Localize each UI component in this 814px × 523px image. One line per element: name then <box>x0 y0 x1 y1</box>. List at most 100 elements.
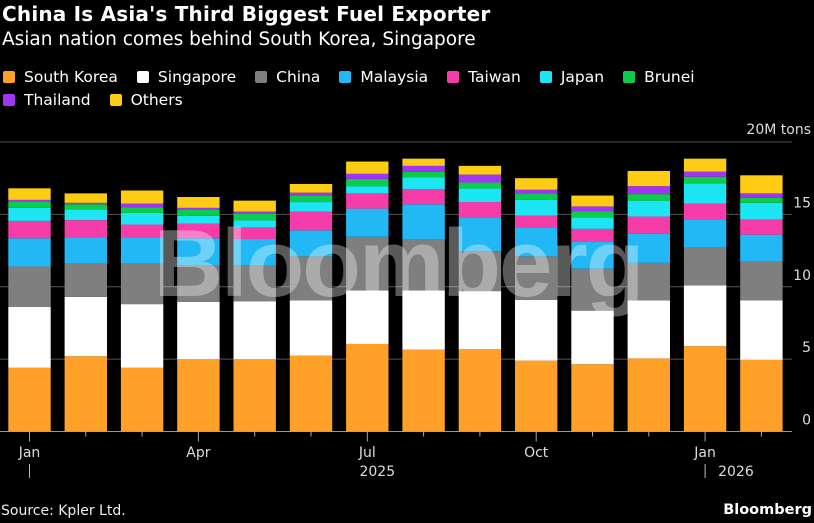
bar-segment-south-korea-2025-12 <box>627 358 670 432</box>
legend-item-singapore: Singapore <box>136 66 237 88</box>
legend-label: Singapore <box>157 68 237 86</box>
bar-segment-singapore-2025-02 <box>64 296 107 357</box>
bar-segment-thailand-2025-02 <box>64 202 107 205</box>
bar-segment-malaysia-2026-02 <box>740 234 783 262</box>
legend-swatch <box>3 71 15 83</box>
bar-segment-singapore-2025-09 <box>458 291 502 349</box>
bar-segment-others-2025-09 <box>458 165 502 175</box>
bar-segment-singapore-2026-01 <box>683 285 727 347</box>
bar-segment-taiwan-2026-01 <box>683 203 727 220</box>
legend-label: Brunei <box>644 68 695 86</box>
bar-segment-china-2025-05 <box>233 265 276 302</box>
bar-segment-south-korea-2025-09 <box>458 348 502 432</box>
bar-segment-others-2025-01 <box>8 188 51 200</box>
bloomberg-watermark: Bloomberg <box>154 210 643 317</box>
bar-segment-taiwan-2025-11 <box>571 228 614 242</box>
x-tick-label: Jul <box>358 445 376 461</box>
bar-segment-malaysia-2025-06 <box>289 230 333 257</box>
legend-item-taiwan: Taiwan <box>447 66 521 88</box>
bar-segment-japan-2025-04 <box>177 215 220 224</box>
legend-label: China <box>276 68 321 86</box>
bar-segment-brunei-2026-02 <box>740 197 783 203</box>
bar-segment-japan-2025-12 <box>627 200 670 217</box>
bar-segment-china-2025-08 <box>402 239 445 291</box>
bar-segment-brunei-2025-02 <box>64 204 107 210</box>
bar-segment-south-korea-2026-02 <box>740 359 783 432</box>
bar-segment-brunei-2025-12 <box>627 194 670 201</box>
legend-label: Japan <box>560 68 605 86</box>
bar-segment-brunei-2025-04 <box>177 209 220 216</box>
x-tick-label: Jan <box>18 445 41 461</box>
y-tick-label: 5 <box>802 340 811 356</box>
chart-subtitle: Asian nation comes behind South Korea, S… <box>2 29 476 50</box>
bar-segment-south-korea-2025-02 <box>64 356 107 432</box>
bar-segment-brunei-2025-03 <box>120 207 164 213</box>
bar-segment-thailand-2025-05 <box>233 211 276 214</box>
bar-segment-taiwan-2025-03 <box>120 224 164 238</box>
legend-swatch <box>136 71 149 83</box>
legend-item-others: Others <box>109 89 183 111</box>
bar-segment-taiwan-2026-02 <box>740 219 783 235</box>
bar-segment-taiwan-2025-07 <box>346 193 389 209</box>
bar-segment-china-2025-01 <box>8 266 51 308</box>
legend-swatch <box>339 71 352 83</box>
bar-segment-thailand-2025-06 <box>289 192 333 196</box>
bar-segment-japan-2025-02 <box>64 209 107 221</box>
bar-segment-japan-2025-11 <box>571 217 614 229</box>
bar-segment-malaysia-2025-04 <box>177 238 220 266</box>
bar-segment-others-2025-03 <box>120 190 164 204</box>
bar-segment-south-korea-2025-08 <box>402 349 445 432</box>
bar-segment-japan-2025-09 <box>458 188 502 203</box>
bar-segment-malaysia-2025-03 <box>120 237 164 264</box>
legend-item-malaysia: Malaysia <box>339 66 428 88</box>
bar-segment-others-2025-07 <box>346 161 389 174</box>
bar-segment-south-korea-2025-10 <box>515 360 558 432</box>
bar-segment-taiwan-2025-05 <box>233 227 276 239</box>
bar-segment-thailand-2025-08 <box>402 165 445 172</box>
bar-segment-malaysia-2025-10 <box>515 227 558 257</box>
bar-segment-south-korea-2025-11 <box>571 364 614 432</box>
bar-segment-others-2025-06 <box>289 183 333 193</box>
bar-segment-brunei-2025-09 <box>458 182 502 189</box>
legend-label: Thailand <box>24 91 91 109</box>
bar-segment-others-2025-02 <box>64 193 107 203</box>
bar-segment-malaysia-2025-07 <box>346 208 389 237</box>
bar-segment-malaysia-2025-12 <box>627 233 670 263</box>
bar-segment-others-2025-12 <box>627 170 670 187</box>
bloomberg-logo: Bloomberg <box>723 502 812 518</box>
bar-segment-south-korea-2025-01 <box>8 367 51 432</box>
bar-segment-thailand-2026-01 <box>683 171 727 177</box>
bar-segment-china-2025-02 <box>64 263 107 297</box>
bar-segment-japan-2026-02 <box>740 202 783 220</box>
bar-segment-south-korea-2025-07 <box>346 343 389 432</box>
bar-segment-singapore-2025-07 <box>346 290 389 344</box>
bar-segment-taiwan-2025-08 <box>402 189 445 205</box>
bar-segment-singapore-2025-11 <box>571 310 614 365</box>
year-label-2025: 2025 <box>359 464 395 480</box>
bar-segment-others-2026-01 <box>683 158 727 172</box>
y-tick-label: 10 <box>793 268 811 284</box>
bar-segment-taiwan-2025-01 <box>8 220 51 239</box>
bar-segment-others-2025-11 <box>571 195 614 207</box>
bar-segment-others-2025-10 <box>515 178 558 190</box>
bar-segment-brunei-2025-05 <box>233 213 276 221</box>
bar-segment-brunei-2025-10 <box>515 193 558 200</box>
bar-segment-south-korea-2025-06 <box>289 355 333 432</box>
bar-segment-china-2025-11 <box>571 268 614 311</box>
year-label-2026: 2026 <box>718 464 754 480</box>
bar-segment-singapore-2025-10 <box>515 299 558 361</box>
bar-segment-south-korea-2025-03 <box>120 367 164 432</box>
x-tick-label: Oct <box>524 445 549 461</box>
bar-segment-china-2026-02 <box>740 261 783 301</box>
legend-label: Malaysia <box>360 68 429 86</box>
x-tick-label: Jan <box>693 445 716 461</box>
bar-segment-malaysia-2025-09 <box>458 217 502 252</box>
bar-segment-south-korea-2025-04 <box>177 359 220 432</box>
bar-segment-china-2025-04 <box>177 265 220 302</box>
bar-segment-others-2025-05 <box>233 200 276 212</box>
bar-segment-taiwan-2025-09 <box>458 202 502 218</box>
bar-segment-thailand-2025-01 <box>8 199 51 202</box>
bar-segment-japan-2025-07 <box>346 186 389 194</box>
legend-item-japan: Japan <box>539 66 605 88</box>
